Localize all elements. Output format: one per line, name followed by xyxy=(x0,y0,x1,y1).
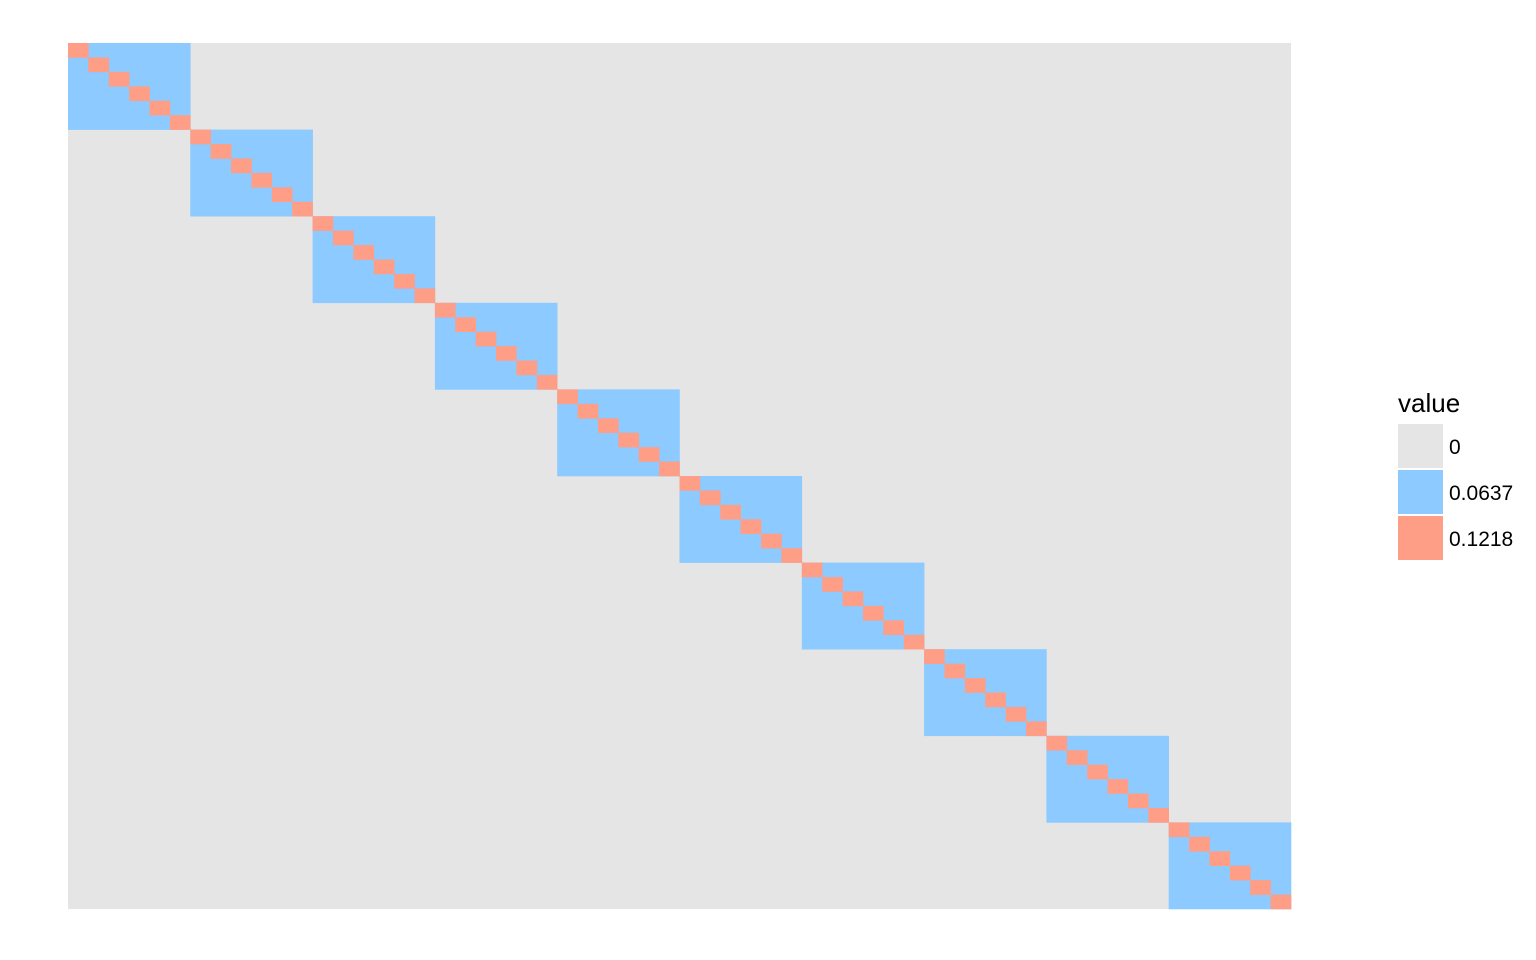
heatmap-diagonal-cell xyxy=(740,519,762,535)
heatmap-diagonal-cell xyxy=(536,374,558,390)
heatmap-diagonal-cell xyxy=(842,591,864,607)
heatmap-diagonal-cell xyxy=(414,288,436,304)
heatmap-diagonal-cell xyxy=(210,144,232,159)
heatmap-diagonal-cell xyxy=(108,71,130,87)
heatmap-diagonal-cell xyxy=(1270,894,1292,910)
heatmap-diagonal-cell xyxy=(597,418,619,433)
heatmap-diagonal-cell xyxy=(679,476,701,491)
legend-swatch xyxy=(1398,424,1443,468)
heatmap-diagonal-cell xyxy=(1189,836,1210,852)
heatmap-diagonal-cell xyxy=(373,259,395,275)
legend-swatch xyxy=(1398,470,1443,514)
heatmap-diagonal-cell xyxy=(394,273,415,289)
heatmap-diagonal-cell xyxy=(1209,851,1231,866)
heatmap-diagonal-cell xyxy=(190,129,211,145)
heatmap-diagonal-cell xyxy=(557,389,578,405)
heatmap-diagonal-cell xyxy=(1026,721,1047,737)
legend-label: 0.0637 xyxy=(1449,482,1513,505)
heatmap-diagonal-cell xyxy=(1066,750,1088,765)
legend-label: 0.1218 xyxy=(1449,528,1513,551)
heatmap-diagonal-cell xyxy=(1005,706,1027,722)
heatmap-diagonal-cell xyxy=(332,230,354,246)
heatmap-diagonal-cell xyxy=(924,649,945,664)
heatmap-diagonal-cell xyxy=(292,201,313,217)
heatmap-diagonal-cell xyxy=(699,490,721,506)
heatmap-diagonal-cell xyxy=(353,245,375,260)
heatmap-diagonal-cell xyxy=(455,317,476,332)
heatmap-diagonal-cell xyxy=(1168,822,1190,838)
heatmap-diagonal-cell xyxy=(638,447,660,462)
heatmap-diagonal-cell xyxy=(720,504,741,520)
heatmap-diagonal-cell xyxy=(577,403,599,419)
heatmap-diagonal-cell xyxy=(1107,779,1129,794)
legend-keys: 0 0.0637 0.1218 xyxy=(1398,424,1513,560)
heatmap-diagonal-cell xyxy=(88,57,110,73)
heatmap-diagonal-cell xyxy=(1250,880,1271,895)
heatmap-diagonal-cell xyxy=(475,331,497,347)
heatmap-diagonal-cell xyxy=(781,548,803,563)
heatmap-diagonal-cell xyxy=(801,562,823,578)
heatmap-diagonal-cell xyxy=(618,432,640,448)
heatmap-diagonal-cell xyxy=(231,158,252,174)
heatmap-diagonal-cell xyxy=(985,692,1006,708)
heatmap-panel xyxy=(68,43,1292,910)
heatmap-diagonal-cell xyxy=(862,605,884,621)
heatmap-diagonal-cell xyxy=(271,187,293,203)
legend-swatch xyxy=(1398,516,1443,560)
heatmap-diagonal-cell xyxy=(312,216,334,231)
heatmap-diagonal-cell xyxy=(1046,735,1068,751)
heatmap-diagonal-cell xyxy=(1127,793,1149,809)
heatmap-diagonal-cell xyxy=(516,360,538,376)
legend-label: 0 xyxy=(1449,436,1461,459)
heatmap-diagonal-cell xyxy=(903,634,925,650)
heatmap-diagonal-cell xyxy=(496,346,517,361)
heatmap-diagonal-cell xyxy=(761,533,782,549)
heatmap-diagonal-cell xyxy=(822,577,843,592)
heatmap-diagonal-cell xyxy=(129,86,150,102)
heatmap-diagonal-cell xyxy=(883,620,905,636)
heatmap-diagonal-cell xyxy=(964,678,986,693)
heatmap-diagonal-cell xyxy=(68,43,89,58)
heatmap-diagonal-cell xyxy=(944,663,966,679)
heatmap-diagonal-cell xyxy=(434,302,456,318)
heatmap-diagonal-cell xyxy=(659,461,680,477)
legend: value 0 0.0637 0.1218 xyxy=(1398,388,1513,560)
heatmap-diagonal-cell xyxy=(149,100,171,116)
legend-title: value xyxy=(1398,388,1460,418)
heatmap-diagonal-cell xyxy=(1229,865,1251,881)
heatmap-diagonal-cell xyxy=(251,172,273,188)
heatmap-diagonal-cell xyxy=(1148,807,1169,823)
heatmap-diagonal-cell xyxy=(1087,764,1108,780)
heatmap-diagonal-cell xyxy=(169,115,191,130)
